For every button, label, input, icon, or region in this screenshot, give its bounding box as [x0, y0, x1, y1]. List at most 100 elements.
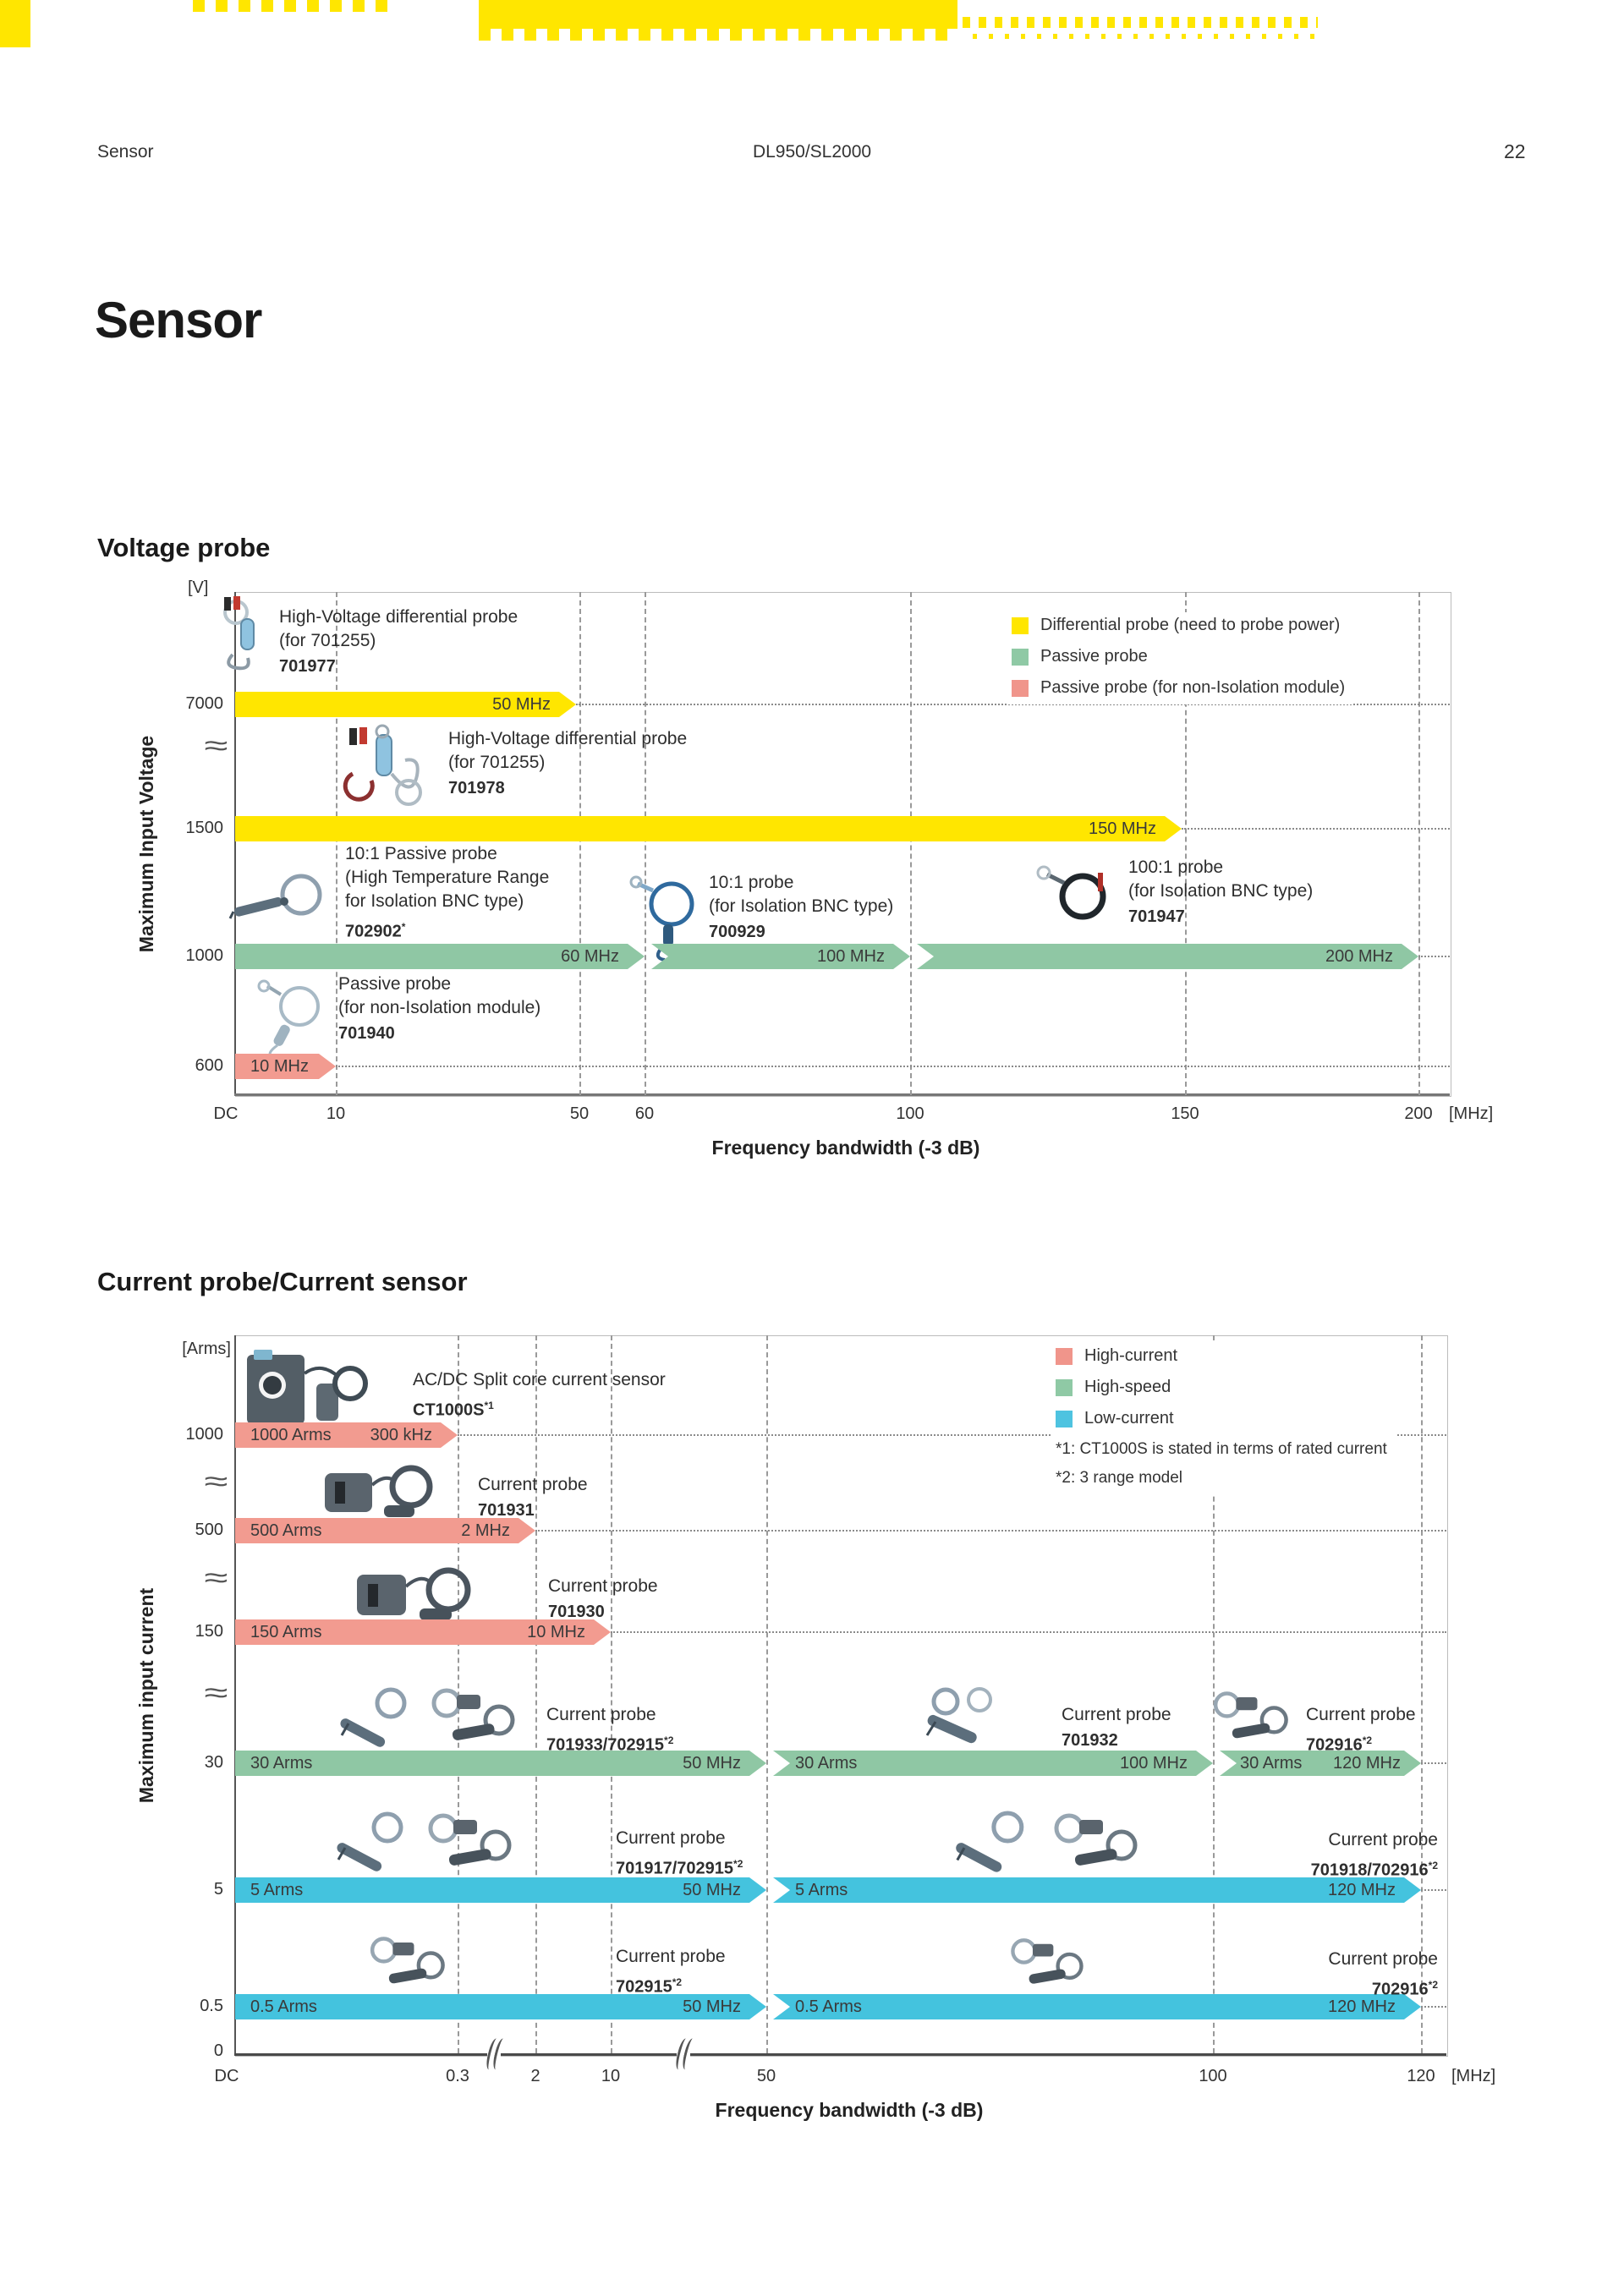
- xtick-100: 100: [896, 1104, 924, 1123]
- bar-150arms: 150 Arms 10 MHz: [235, 1619, 611, 1645]
- current-y-title: Maximum input current: [135, 1587, 157, 1804]
- bar-current-label: 30 Arms: [1240, 1753, 1303, 1773]
- probe-model: 702916*2: [1371, 1979, 1438, 1999]
- bar-05arms-50mhz: 0.5 Arms 50 MHz: [235, 1994, 766, 2019]
- xtick-50: 50: [569, 1104, 590, 1123]
- bar-30arms-100mhz: 30 Arms 100 MHz: [773, 1751, 1213, 1776]
- leader-1000a: [458, 1434, 1446, 1436]
- leader-7000: [576, 704, 1450, 705]
- probe-subname: (High Temperature Range: [345, 868, 550, 887]
- probe-text-701977: High-Voltage differential probe (for 701…: [279, 606, 518, 678]
- bar-500arms: 500 Arms 2 MHz: [235, 1518, 535, 1543]
- probe-photo-702902: [228, 874, 322, 919]
- bar-bandwidth-label: 200 MHz: [1325, 946, 1393, 966]
- current-xaxis-break-1: [484, 2036, 508, 2074]
- current-x-axis: [234, 2053, 1446, 2056]
- current-xaxis-break-2: [673, 2036, 698, 2074]
- bar-current-label: 30 Arms: [795, 1753, 858, 1773]
- voltage-grid-10: [336, 592, 337, 1095]
- bar-bandwidth-label: 10 MHz: [527, 1622, 585, 1641]
- xtick-120-c: 120: [1407, 2067, 1435, 2085]
- ytick-30a: 30: [204, 1753, 223, 1772]
- probe-name: Current probe: [1062, 1705, 1171, 1724]
- bar-bandwidth-label: 300 kHz: [370, 1425, 432, 1444]
- legend-differential: Differential probe (need to probe power): [1012, 616, 1345, 635]
- legend-label: High-current: [1084, 1346, 1178, 1365]
- probe-subname2: for Isolation BNC type): [345, 891, 524, 911]
- current-grid-120: [1421, 1335, 1423, 2053]
- ytick-500a: 500: [195, 1521, 223, 1539]
- xunit-mhz-c: [MHz]: [1451, 2067, 1496, 2085]
- bar-1000v-200mhz: 200 MHz: [917, 944, 1418, 969]
- leader-600: [336, 1066, 1450, 1067]
- bar-bandwidth-label: 2 MHz: [461, 1521, 510, 1540]
- current-grid-100: [1213, 1335, 1215, 2053]
- probe-name: Passive probe: [338, 974, 452, 994]
- probe-text-ct1000s: AC/DC Split core current sensor CT1000S*…: [413, 1368, 666, 1422]
- probe-name: 100:1 probe: [1128, 858, 1224, 877]
- probe-photo-702915-05: [370, 1937, 445, 1984]
- probe-text-701918: Current probe 701918/702916*2: [1184, 1828, 1438, 1882]
- current-axis-break-3: ≈: [204, 1677, 228, 1709]
- voltage-grid-200: [1418, 592, 1420, 1095]
- salmon-swatch-icon: [1012, 679, 1029, 697]
- probe-subname: (for 701255): [448, 753, 546, 772]
- legend-label: Low-current: [1084, 1409, 1174, 1427]
- probe-subname: (for non-Isolation module): [338, 998, 541, 1017]
- probe-name: Current probe: [478, 1475, 588, 1494]
- green-swatch-icon: [1012, 648, 1029, 666]
- probe-name: 10:1 probe: [709, 873, 794, 892]
- bar-5arms-50mhz: 5 Arms 50 MHz: [235, 1877, 766, 1903]
- voltage-legend: Differential probe (need to probe power)…: [1008, 612, 1354, 704]
- bar-current-label: 5 Arms: [250, 1880, 304, 1899]
- probe-photo-701917: [337, 1811, 403, 1871]
- xtick-10: 10: [326, 1104, 346, 1123]
- leader-150a: [611, 1631, 1446, 1633]
- bar-bandwidth-label: 100 MHz: [816, 946, 885, 966]
- probe-text-701933: Current probe 701933/702915*2: [546, 1703, 673, 1757]
- xtick-03-c: 0.3: [446, 2067, 469, 2085]
- probe-photo-702916-30: [1213, 1691, 1288, 1739]
- green-swatch-icon: [1056, 1378, 1073, 1396]
- bar-current-label: 500 Arms: [250, 1521, 322, 1540]
- blue-swatch-icon: [1056, 1410, 1073, 1427]
- probe-model: 700929: [709, 923, 765, 941]
- bar-bandwidth-label: 150 MHz: [1088, 819, 1156, 838]
- probe-text-702916a: Current probe 702916*2: [1306, 1703, 1416, 1757]
- probe-photo-701931: [325, 1465, 433, 1517]
- current-legend: High-current High-speed Low-current *1: …: [1052, 1343, 1396, 1494]
- bar-current-label: 30 Arms: [250, 1753, 313, 1773]
- probe-model: 702915*2: [616, 1976, 683, 1997]
- leader-05a: [1421, 2006, 1446, 2008]
- banner-block-left: [0, 0, 30, 47]
- probe-photo-701978: [343, 724, 422, 806]
- legend-passive-nonisolation: Passive probe (for non-Isolation module): [1012, 678, 1345, 698]
- voltage-y-axis: [234, 592, 236, 1095]
- probe-name: 10:1 Passive probe: [345, 844, 497, 863]
- voltage-unit-label: [V]: [188, 578, 209, 597]
- probe-text-701930: Current probe 701930: [548, 1575, 658, 1624]
- voltage-y-title: Maximum Input Voltage: [135, 735, 157, 953]
- probe-model: 701978: [448, 779, 505, 797]
- probe-photo-702916-05: [1011, 1938, 1084, 1984]
- probe-model: CT1000S*1: [413, 1400, 494, 1420]
- bar-current-label: 5 Arms: [795, 1880, 848, 1899]
- bar-600v: 10 MHz: [235, 1054, 336, 1079]
- current-axis-break-1: ≈: [204, 1466, 228, 1498]
- bar-1000arms: 1000 Arms 300 kHz: [235, 1422, 458, 1448]
- probe-photo-701940: [257, 979, 320, 1059]
- probe-model: 701933/702915*2: [546, 1734, 674, 1755]
- bar-current-label: 0.5 Arms: [250, 1997, 317, 2016]
- ytick-1000: 1000: [185, 946, 224, 965]
- probe-name: High-Voltage differential probe: [448, 729, 688, 748]
- probe-photo-702916-5: [1054, 1813, 1138, 1866]
- bar-bandwidth-label: 50 MHz: [492, 694, 551, 714]
- probe-text-702915b: Current probe 702915*2: [616, 1945, 726, 1999]
- probe-model: 701977: [279, 657, 336, 676]
- xunit-mhz: [MHz]: [1449, 1104, 1494, 1123]
- probe-subname: (for 701255): [279, 631, 376, 650]
- probe-subname: (for Isolation BNC type): [709, 896, 894, 916]
- xtick-dc-c: DC: [214, 2067, 239, 2085]
- voltage-x-axis: [234, 1093, 1450, 1096]
- xtick-dc: DC: [213, 1104, 239, 1123]
